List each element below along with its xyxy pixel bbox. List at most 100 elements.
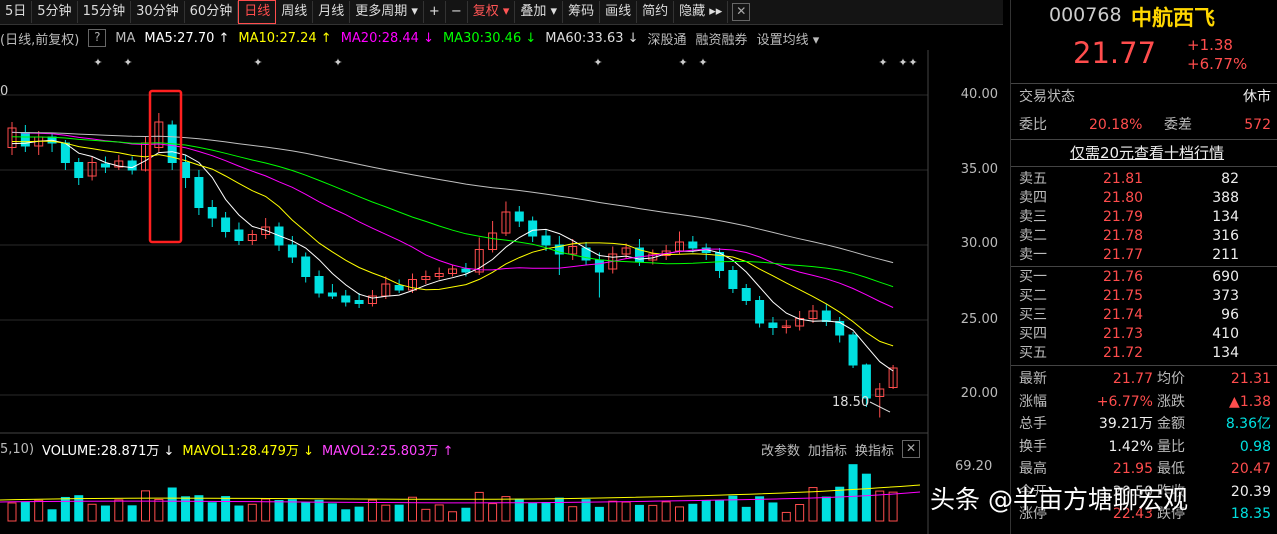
swap-indicator-link[interactable]: 换指标 bbox=[854, 443, 894, 459]
ask-row: 卖五 21.81 82 bbox=[1019, 170, 1275, 189]
volume-bar bbox=[528, 502, 538, 522]
volume-bar bbox=[608, 500, 618, 522]
toolbar-item-12[interactable]: 叠加 ▾ bbox=[515, 1, 564, 23]
ma-bar: (日线,前复权) ? MA MA5:27.70 ↑ MA10:27.24 ↑ M… bbox=[0, 27, 925, 49]
book-price: 21.78 bbox=[1103, 228, 1144, 244]
vol-params: 5,10) bbox=[0, 441, 35, 457]
toolbar-item-13[interactable]: 筹码 bbox=[563, 1, 601, 23]
book-volume: 373 bbox=[1212, 288, 1239, 304]
book-price: 21.81 bbox=[1103, 171, 1144, 187]
book-level-label: 买一 bbox=[1019, 269, 1047, 285]
close-icon[interactable]: ✕ bbox=[732, 3, 751, 21]
stat-value: 21.95 bbox=[1112, 461, 1153, 477]
toolbar-item-9[interactable]: + bbox=[424, 1, 446, 23]
divider bbox=[1011, 83, 1277, 84]
book-volume: 410 bbox=[1212, 326, 1239, 342]
candle-body bbox=[514, 211, 524, 222]
ma5-value: MA5:27.70 ↑ bbox=[144, 30, 230, 46]
toolbar-item-14[interactable]: 画线 bbox=[600, 1, 638, 23]
book-level-label: 买四 bbox=[1019, 326, 1047, 342]
candle-body bbox=[247, 234, 257, 241]
volume-bar bbox=[167, 487, 177, 522]
link-shengutong[interactable]: 深股通 bbox=[647, 32, 687, 48]
bid-row: 买五 21.72 134 bbox=[1019, 344, 1275, 363]
upgrade-link[interactable]: 仅需20元查看十档行情 bbox=[1069, 144, 1225, 162]
candle-body bbox=[421, 276, 431, 280]
book-price: 21.73 bbox=[1103, 326, 1144, 342]
stat-label: 均价 bbox=[1157, 371, 1185, 387]
candle-body bbox=[835, 321, 845, 336]
toolbar-item-10[interactable]: − bbox=[446, 1, 468, 23]
volume-bar bbox=[181, 496, 191, 522]
edit-params-link[interactable]: 改参数 bbox=[760, 443, 800, 459]
axis-tick: 20.00 bbox=[960, 386, 998, 401]
candle-body bbox=[87, 162, 97, 177]
book-volume: 82 bbox=[1221, 171, 1239, 187]
mavol2-line bbox=[0, 491, 921, 504]
candle-body bbox=[367, 295, 377, 304]
book-volume: 211 bbox=[1212, 247, 1239, 263]
stat-row: 总手 39.21万 金额 8.36亿 bbox=[1019, 413, 1275, 435]
candle-body bbox=[634, 247, 644, 262]
weicha-label: 委差 bbox=[1164, 117, 1192, 133]
stat-label: 最低 bbox=[1157, 461, 1185, 477]
toolbar-item-16[interactable]: 隐藏 ▸▸ bbox=[674, 1, 729, 23]
toolbar-item-2[interactable]: 15分钟 bbox=[78, 1, 132, 23]
stat-label: 换手 bbox=[1019, 438, 1047, 455]
candle-body bbox=[234, 229, 244, 241]
stat-value: 18.35 bbox=[1230, 506, 1271, 522]
link-margin[interactable]: 融资融券 bbox=[695, 32, 748, 48]
toolbar-item-1[interactable]: 5分钟 bbox=[32, 1, 78, 23]
stat-label: 涨停 bbox=[1019, 506, 1047, 522]
volume-bar bbox=[501, 496, 511, 522]
volume-bar bbox=[675, 506, 684, 522]
book-level-label: 买二 bbox=[1019, 288, 1047, 304]
volume-bar bbox=[354, 506, 364, 522]
volume-bar bbox=[768, 502, 778, 522]
event-marker-icon: ✦ bbox=[93, 56, 102, 69]
book-level-label: 买五 bbox=[1019, 345, 1047, 361]
volume-bar bbox=[381, 504, 391, 522]
stat-row: 今开 20.50 昨收 20.39 bbox=[1019, 481, 1275, 503]
toolbar-item-11[interactable]: 复权 ▾ bbox=[468, 1, 516, 23]
stat-label: 涨幅 bbox=[1019, 393, 1047, 410]
ma30-line bbox=[11, 136, 894, 288]
close-icon[interactable]: ✕ bbox=[902, 440, 920, 458]
volume-bar bbox=[87, 503, 97, 522]
toolbar-item-15[interactable]: 简约 bbox=[637, 1, 675, 23]
volume-value: VOLUME:28.871万 ↓ bbox=[42, 443, 175, 459]
add-indicator-link[interactable]: 加指标 bbox=[807, 443, 847, 459]
toolbar-item-3[interactable]: 30分钟 bbox=[131, 1, 185, 23]
candle-body bbox=[888, 367, 898, 388]
toolbar-item-0[interactable]: 5日 bbox=[0, 1, 33, 23]
ask-row: 卖一 21.77 211 bbox=[1019, 246, 1275, 265]
candle-body bbox=[20, 132, 30, 147]
volume-bar bbox=[434, 504, 444, 522]
stat-value: ▲1.38 bbox=[1229, 393, 1271, 410]
candle-body bbox=[488, 232, 498, 250]
bid-row: 买四 21.73 410 bbox=[1019, 325, 1275, 344]
toolbar-item-6[interactable]: 周线 bbox=[276, 1, 314, 23]
stat-value: 22.43 bbox=[1112, 506, 1153, 522]
stat-value: 20.50 bbox=[1112, 483, 1153, 500]
candle-body bbox=[7, 127, 17, 148]
volume-bar bbox=[715, 500, 725, 522]
help-button[interactable]: ? bbox=[88, 29, 107, 47]
link-set-ma[interactable]: 设置均线 ▾ bbox=[756, 32, 820, 48]
toolbar-item-8[interactable]: 更多周期 ▾ bbox=[350, 1, 424, 23]
volume-bar bbox=[554, 497, 564, 522]
candle-body bbox=[354, 300, 364, 304]
volume-bar bbox=[875, 490, 885, 522]
volume-bar bbox=[341, 509, 351, 522]
kline-chart[interactable]: ✦ ✦ ✦ ✦ ✦ ✦ ✦ ✦ ✦ ✦ bbox=[0, 50, 1003, 534]
book-price: 21.72 bbox=[1103, 345, 1144, 361]
stat-value: 39.21万 bbox=[1098, 416, 1153, 432]
toolbar-item-5[interactable]: 日线 bbox=[238, 0, 277, 24]
stat-row: 涨幅 +6.77% 涨跌 ▲1.38 bbox=[1019, 391, 1275, 413]
stat-value: 21.31 bbox=[1230, 371, 1271, 387]
mavol2-value: MAVOL2:25.803万 ↑ bbox=[321, 443, 454, 459]
toolbar-item-4[interactable]: 60分钟 bbox=[185, 1, 239, 23]
last-price: 21.77 bbox=[1073, 36, 1157, 70]
volume-bar bbox=[888, 491, 898, 522]
toolbar-item-7[interactable]: 月线 bbox=[313, 1, 351, 23]
